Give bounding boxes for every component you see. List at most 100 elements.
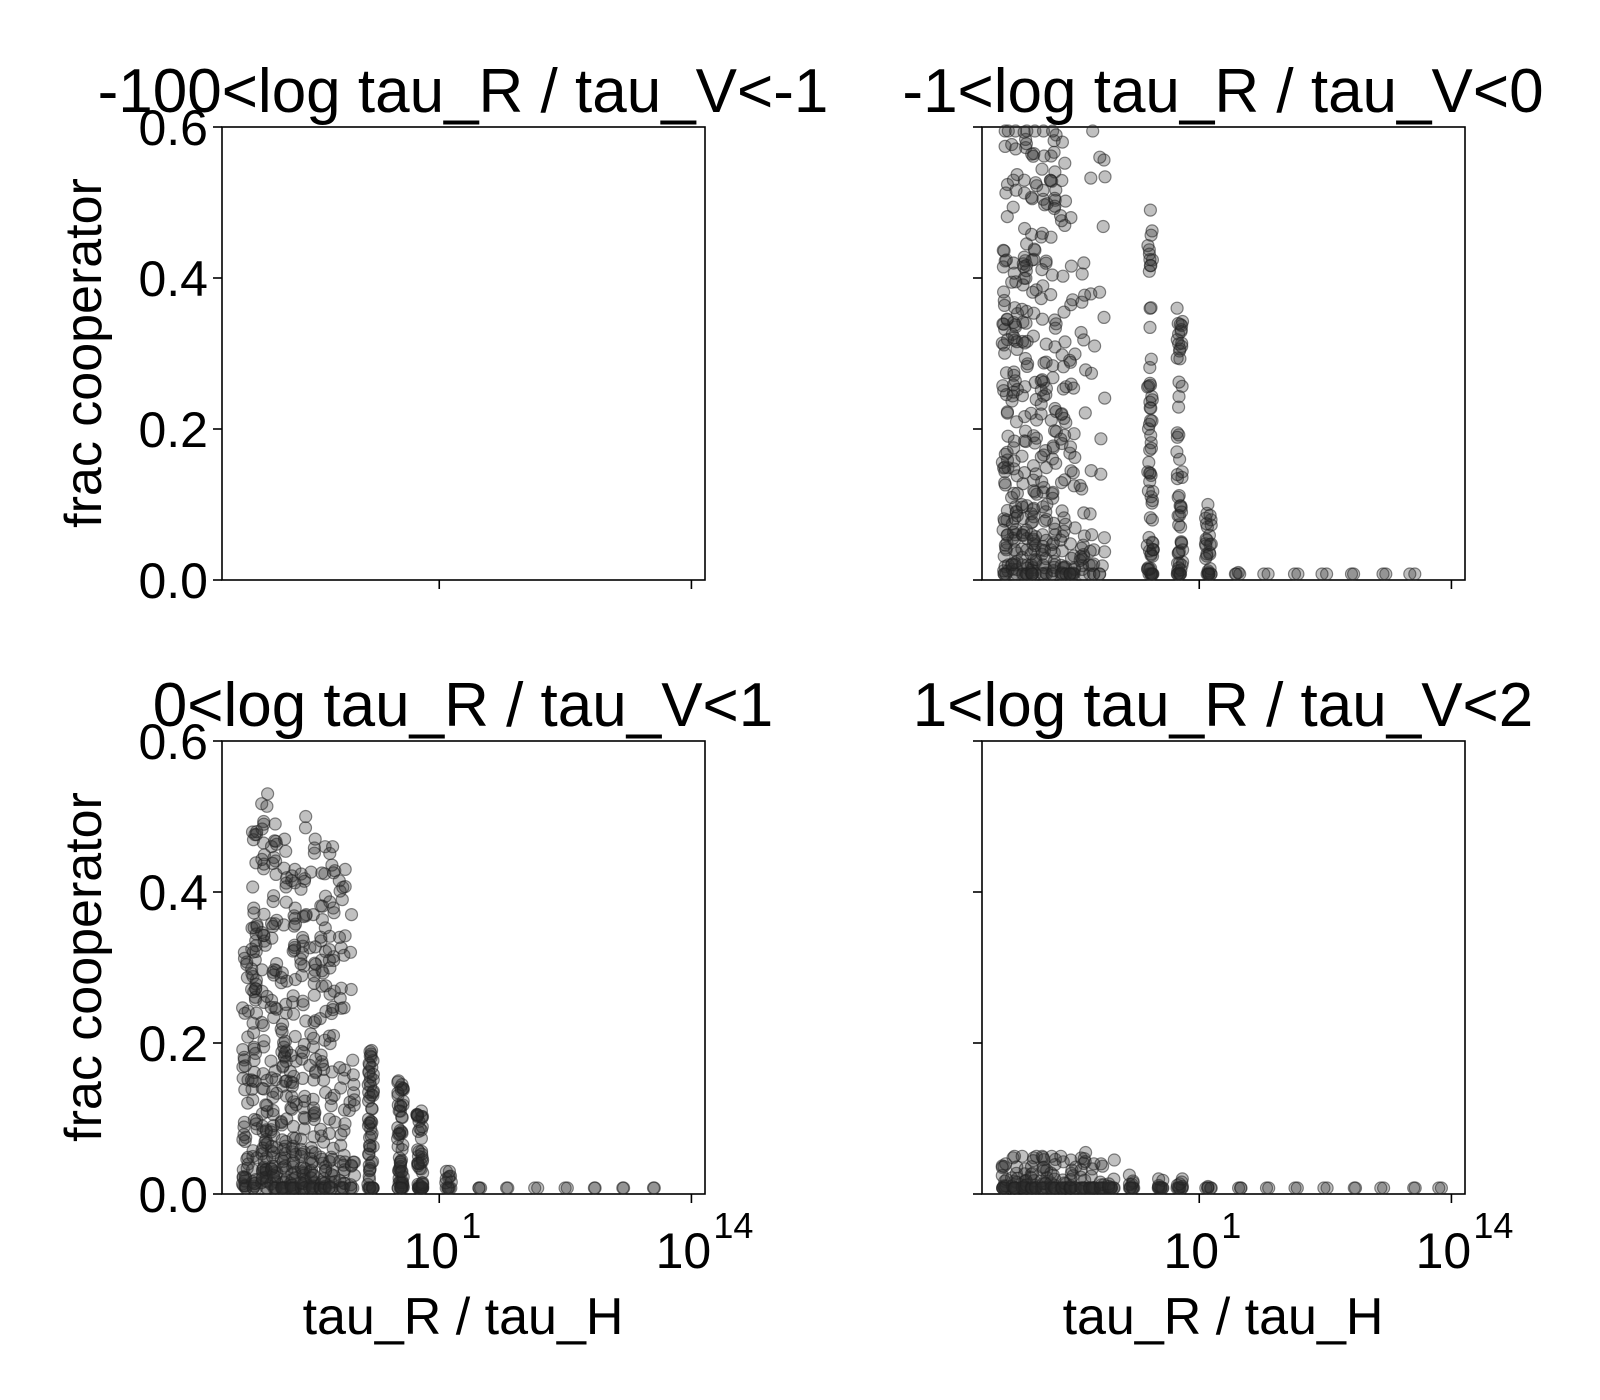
x-tick-label: 10: [1163, 1223, 1219, 1279]
data-point: [1174, 505, 1189, 519]
data-point: [1087, 339, 1102, 353]
data-point: [1015, 498, 1029, 512]
data-point: [1020, 357, 1035, 371]
data-point: [1143, 360, 1157, 375]
data-point: [255, 1015, 269, 1030]
data-point: [1085, 528, 1099, 542]
data-point: [255, 963, 269, 977]
data-point: [289, 1097, 303, 1112]
data-point: [334, 1138, 348, 1152]
data-point: [1064, 377, 1078, 391]
data-point: [1066, 466, 1080, 480]
data-point: [1092, 567, 1107, 581]
data-point: [346, 1155, 360, 1169]
data-point: [313, 1011, 327, 1026]
data-point: [1063, 567, 1077, 581]
data-point: [1143, 511, 1158, 525]
data-point: [1347, 1181, 1361, 1195]
data-point: [1036, 500, 1050, 514]
x-tick-label: 10: [403, 1223, 459, 1279]
data-point: [1015, 302, 1029, 316]
data-point: [1319, 567, 1334, 581]
data-point: [266, 894, 280, 909]
data-point: [1095, 559, 1109, 573]
data-point: [1005, 557, 1019, 572]
data-point: [1123, 1181, 1138, 1195]
data-point: [316, 966, 330, 980]
data-point: [1019, 316, 1033, 330]
data-point: [1432, 1181, 1446, 1195]
data-point: [1172, 544, 1186, 559]
data-point: [1077, 333, 1091, 347]
data-point: [1075, 295, 1089, 309]
data-point: [1058, 473, 1072, 487]
data-point: [1047, 145, 1061, 159]
data-point: [414, 1123, 428, 1137]
data-point: [1046, 536, 1061, 550]
data-point: [1077, 256, 1091, 270]
data-point: [255, 984, 269, 999]
data-point: [257, 1034, 271, 1048]
data-point: [1201, 497, 1215, 512]
data-point: [338, 862, 352, 877]
data-point: [275, 966, 289, 980]
data-point: [1015, 1149, 1029, 1163]
data-point: [501, 1181, 515, 1195]
data-point: [996, 285, 1011, 299]
data-point: [558, 1181, 572, 1195]
data-point: [1145, 393, 1159, 407]
data-point: [1097, 531, 1112, 545]
data-point: [1058, 194, 1073, 208]
data-point: [265, 931, 279, 945]
data-point: [344, 982, 358, 997]
data-point: [1084, 171, 1098, 185]
data-point: [307, 846, 321, 860]
data-point: [1057, 524, 1071, 538]
data-point: [245, 962, 259, 976]
data-point: [237, 1127, 251, 1142]
y-tick-label: 0.4: [138, 251, 208, 307]
data-point: [1055, 173, 1069, 188]
data-point: [1317, 1181, 1331, 1195]
data-point: [1064, 211, 1078, 225]
data-point: [1172, 508, 1187, 523]
x-tick-exponent: 14: [1473, 1205, 1513, 1246]
data-point: [1102, 1179, 1116, 1193]
panel-title: -100<log tau_R / tau_V<-1: [98, 57, 829, 126]
data-point: [1026, 149, 1040, 163]
data-point: [1018, 410, 1032, 424]
data-point: [1146, 567, 1160, 581]
data-point: [1045, 452, 1060, 466]
data-point: [416, 1177, 430, 1192]
data-point: [1172, 518, 1186, 532]
panel-title: -1<log tau_R / tau_V<0: [902, 57, 1543, 126]
data-point: [1056, 269, 1070, 283]
data-point: [1234, 1181, 1248, 1195]
x-axis-label: tau_R / tau_H: [1063, 1288, 1384, 1346]
data-point: [1145, 414, 1159, 428]
x-tick-exponent: 1: [461, 1205, 481, 1246]
data-point: [315, 979, 329, 993]
data-point: [1171, 316, 1185, 331]
data-point: [1028, 436, 1042, 450]
data-point: [337, 1148, 351, 1162]
data-point: [1000, 445, 1014, 459]
data-point: [266, 919, 280, 934]
axis-ticks: 0.00.20.40.610 1 10 14: [138, 714, 753, 1279]
data-point: [1049, 425, 1063, 439]
data-point: [296, 994, 310, 1008]
data-point: [1257, 567, 1271, 581]
y-tick-label: 0.6: [138, 100, 208, 156]
data-point: [363, 1161, 377, 1176]
data-point: [1008, 374, 1022, 388]
axis-ticks: 10 1 10 14: [973, 740, 1513, 1279]
data-point: [1017, 173, 1031, 187]
data-point: [1098, 391, 1112, 405]
data-point: [279, 895, 293, 909]
data-point: [264, 1123, 278, 1137]
data-point: [276, 1060, 290, 1074]
data-point: [338, 929, 352, 943]
data-point: [255, 822, 269, 836]
data-point: [1001, 124, 1015, 138]
